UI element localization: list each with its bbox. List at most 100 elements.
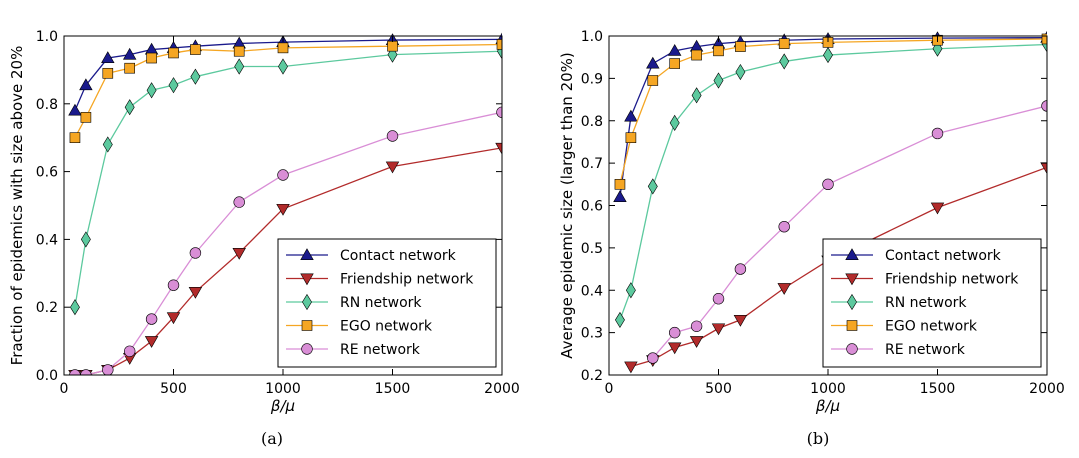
series-ego-network [614,33,1047,190]
data-point [102,67,114,79]
x-tick-label: 1000 [265,381,301,397]
data-point [496,106,502,118]
data-point [168,77,179,94]
y-tick-label: 0.6 [36,165,58,181]
legend-item-re-network: RE network [831,342,966,358]
data-point [69,299,80,316]
series-friendship-network [624,162,1047,374]
data-point [277,42,289,54]
data-point [691,49,702,61]
chart-panel-a: 0 500 1000 1500 2000 0.0 0.2 0.4 0.6 0.8 1.0 β/μ Fra… [8,29,520,448]
data-point [614,311,625,328]
data-point [625,282,636,299]
data-point [123,345,136,357]
legend-marker [300,273,314,286]
data-point [733,314,748,327]
data-point [495,142,502,155]
y-tick-label: 0.9 [581,71,603,87]
chart-panel-b: 0 500 1000 1500 2000 0.2 0.3 0.4 0.5 0.6 0.7 0.8 0.9… [558,29,1065,448]
y-tick-label: 0.4 [36,232,58,248]
y-tick-label: 0.4 [581,283,603,299]
legend-label: RE network [340,342,421,358]
legend-item-contact-network: Contact network [831,248,1002,264]
data-point [777,283,791,295]
legend-label: EGO network [885,319,978,335]
x-tick-label: 1500 [375,381,411,397]
data-point [646,56,660,69]
series-line-ego-network [74,43,502,139]
data-point [69,369,81,375]
data-point [386,130,399,142]
data-point [778,38,790,49]
legend-label: Friendship network [885,272,1019,288]
data-point [669,114,680,131]
data-point [188,286,203,299]
data-point [931,127,944,140]
data-point [190,68,201,85]
data-point [647,178,658,195]
legend-label: RE network [885,342,966,358]
data-point [234,58,245,75]
x-axis-label: β/μ [815,397,840,415]
x-tick-label: 0 [605,381,614,397]
data-point [711,323,726,336]
legend-label: Contact network [340,248,457,264]
legend-box [822,238,1042,368]
legend-marker [300,248,314,260]
data-point [145,313,158,325]
legend-marker [846,320,858,331]
data-point [124,99,135,116]
x-tick-label: 500 [705,381,732,397]
data-point [277,169,289,181]
y-tick-label: 0.2 [581,368,603,384]
data-point [68,103,82,116]
data-point [278,58,288,75]
x-tick-label: 0 [60,381,69,397]
legend-marker [846,343,858,355]
legend-label: Friendship network [340,272,474,288]
data-point [713,72,724,89]
data-point [144,336,159,348]
data-point [102,364,114,375]
data-point [614,179,626,190]
data-point [168,47,179,59]
x-axis-label: β/μ [270,397,295,415]
legend-marker [845,273,859,286]
y-tick-label: 1.0 [581,29,603,45]
data-point [823,46,833,64]
series-line-friendship-network [630,166,1047,368]
legend-box [277,238,497,368]
data-point [80,231,91,248]
legend-marker [301,343,313,355]
panel-caption: (b) [807,429,830,448]
data-point [667,342,682,355]
data-point [189,247,202,259]
legend-marker [845,248,859,260]
y-tick-label: 0.5 [581,241,603,257]
legend-item-ego-network: EGO network [831,319,978,335]
data-point [1041,33,1047,45]
data-point [647,75,659,86]
data-point [712,293,725,305]
data-point [689,336,704,348]
legend-item-rn-network: RN network [831,293,967,311]
y-axis-label: Average epidemic size (larger than 20%) [558,52,576,359]
y-tick-label: 0.0 [36,368,58,384]
data-point [80,369,92,375]
data-point [735,41,746,52]
data-point [667,44,682,56]
data-point [233,196,245,208]
legend-label: Contact network [885,248,1002,264]
data-point [779,53,790,70]
series-line-contact-network [619,37,1047,198]
legend-item-contact-network: Contact network [286,248,457,264]
data-point [102,136,113,153]
series-re-network [647,100,1047,364]
data-point [167,279,180,291]
panel-caption: (a) [261,429,283,448]
y-tick-label: 0.3 [581,326,603,342]
legend-marker [302,293,312,311]
data-point [647,352,659,364]
y-tick-label: 0.7 [581,156,603,172]
